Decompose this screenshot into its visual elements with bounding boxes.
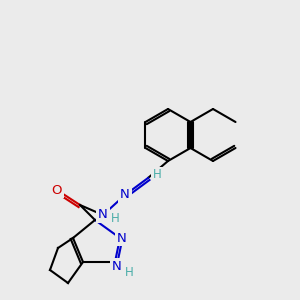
Text: O: O (52, 184, 62, 196)
Text: N: N (120, 188, 130, 202)
Text: N: N (98, 208, 108, 221)
Text: N: N (112, 260, 122, 272)
Text: H: H (124, 266, 134, 278)
Text: N: N (117, 232, 127, 244)
Text: H: H (153, 169, 161, 182)
Text: H: H (111, 212, 119, 224)
